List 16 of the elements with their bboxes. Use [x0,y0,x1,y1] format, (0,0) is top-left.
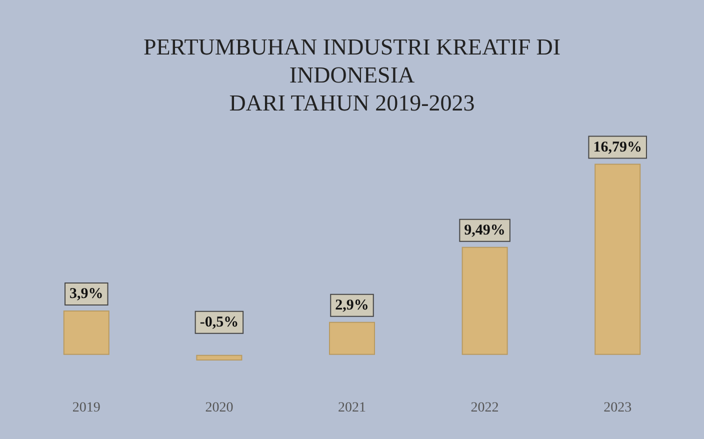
x-tick-label: 2023 [604,400,632,416]
bar [196,354,242,361]
data-label: 9,49% [464,222,506,238]
data-label: 2,9% [335,297,369,314]
bar [329,322,375,355]
x-tick-label: 2022 [470,400,499,416]
bar [462,246,508,355]
x-tick-label: 2019 [72,400,100,416]
chart-title: PERTUMBUHAN INDUSTRI KREATIF DI INDONESIA DARI TAHUN 2019-2023 [143,34,561,116]
x-tick-label: 2021 [338,400,366,416]
data-label: -0,5% [200,314,239,330]
data-label: 16,79% [593,139,642,156]
bar [63,310,110,355]
data-label: 3,9% [70,286,104,302]
x-tick-label: 2020 [205,400,234,416]
bar [594,164,641,355]
